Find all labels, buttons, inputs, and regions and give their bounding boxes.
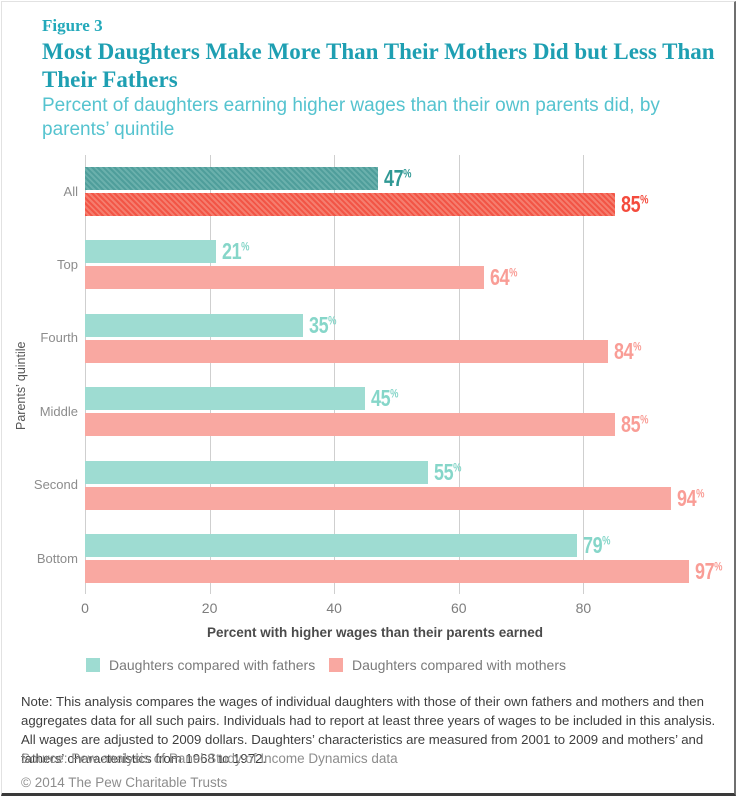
- bar-fathers-bottom: [85, 534, 578, 557]
- bar-mothers-bottom: [85, 560, 690, 583]
- x-tick-label-60: 60: [451, 600, 467, 616]
- bar-mothers-all: [85, 193, 615, 216]
- bar-value-fathers-second: 55%: [433, 458, 462, 485]
- bar-value-fathers-top: 21%: [221, 238, 250, 265]
- bar-value-fathers-fourth: 35%: [309, 311, 337, 338]
- bar-fathers-top: [85, 240, 216, 264]
- gridline-80: [583, 155, 585, 594]
- bar-value-mothers-fourth: 84%: [614, 337, 642, 364]
- bar-value-mothers-top: 64%: [489, 264, 518, 291]
- x-tick-label-20: 20: [201, 600, 218, 616]
- bar-value-mothers-all: 85%: [620, 191, 649, 217]
- bar-fathers-middle: [85, 387, 366, 411]
- bar-value-fathers-bottom: 79%: [583, 532, 611, 558]
- bar-fathers-fourth: [85, 313, 304, 337]
- legend-label-mothers: Daughters compared with mothers: [352, 657, 566, 673]
- bar-mothers-middle: [85, 413, 615, 437]
- x-tick-label-80: 80: [575, 600, 592, 616]
- plot-area: 47% 85% 21% 64% 35% 84% 45% 85% 55% 94% 79% 97%: [85, 155, 727, 594]
- figure-label: Figure 3: [42, 16, 103, 35]
- legend-item-fathers: Daughters compared with fathers: [86, 657, 315, 673]
- bar-value-mothers-second: 94%: [676, 484, 705, 511]
- figure-subtitle: Percent of daughters earning higher wage…: [42, 95, 660, 140]
- legend-swatch-mothers-icon: [329, 658, 343, 672]
- x-axis-title: Percent with higher wages than their par…: [206, 625, 544, 640]
- legend-label-fathers: Daughters compared with fathers: [109, 657, 316, 673]
- x-tick-label-40: 40: [326, 600, 342, 616]
- category-label-bottom: Bottom: [36, 550, 78, 566]
- gridline-60: [458, 155, 460, 594]
- figure-title: Most Daughters Make More Than Their Moth…: [42, 39, 715, 92]
- gridline-0: [85, 155, 86, 594]
- source-text: Source: Pew analysis of Panel Study of I…: [21, 751, 398, 766]
- copyright-text: © 2014 The Pew Charitable Trusts: [21, 775, 228, 790]
- gridline-20: [209, 155, 211, 594]
- legend-swatch-fathers-icon: [86, 658, 100, 672]
- bar-mothers-second: [85, 486, 671, 510]
- bar-value-mothers-bottom: 97%: [695, 558, 723, 584]
- gridline-40: [334, 155, 336, 594]
- bar-value-mothers-middle: 85%: [620, 411, 649, 438]
- note-text: Note: This analysis compares the wages o…: [21, 694, 716, 766]
- bar-value-fathers-all: 47%: [383, 165, 412, 191]
- category-label-all: All: [63, 183, 78, 199]
- legend-item-mothers: Daughters compared with mothers: [329, 657, 566, 673]
- bar-value-fathers-middle: 45%: [371, 385, 399, 412]
- category-label-top: Top: [57, 256, 78, 272]
- bar-fathers-all: [85, 167, 378, 190]
- category-label-middle: Middle: [39, 403, 78, 419]
- bar-mothers-fourth: [85, 339, 609, 363]
- category-label-second: Second: [33, 477, 78, 493]
- bar-mothers-top: [85, 266, 484, 290]
- bar-fathers-second: [85, 460, 428, 484]
- category-label-fourth: Fourth: [40, 330, 78, 346]
- x-tick-label-0: 0: [81, 600, 89, 616]
